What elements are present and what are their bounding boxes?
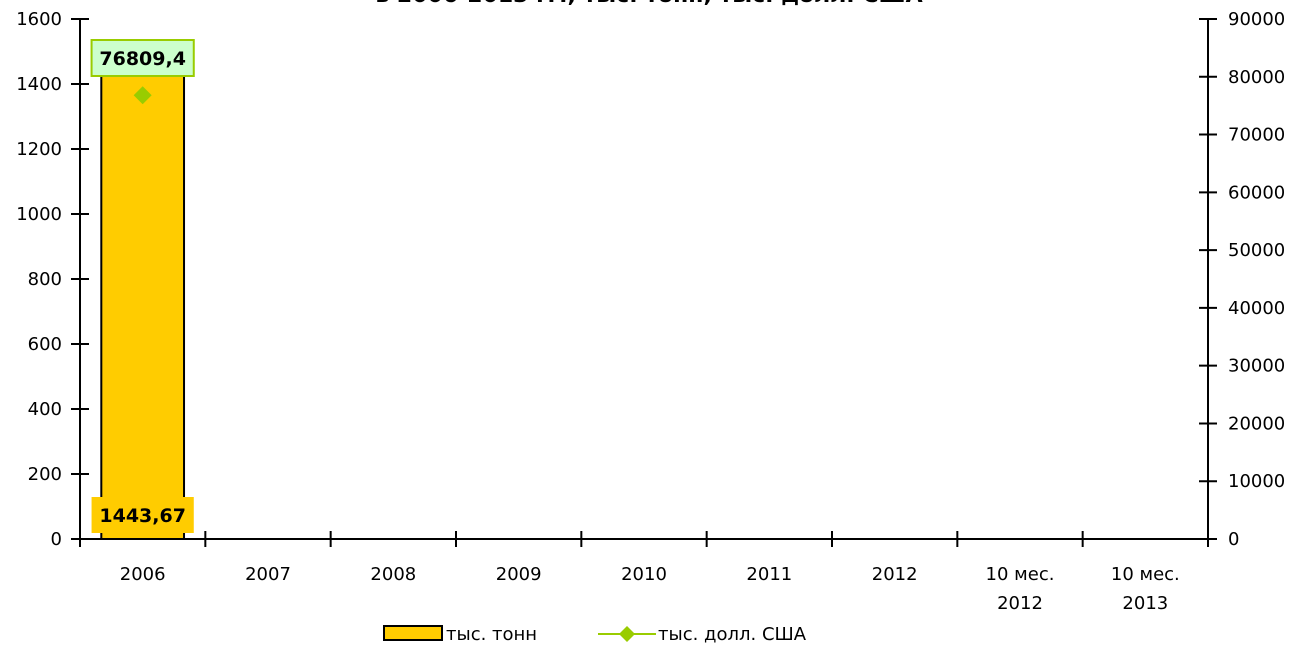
line-series — [133, 86, 152, 105]
legend-swatch-marker — [619, 626, 635, 642]
data-labels: 76809,4 1443,67 — [90, 39, 195, 533]
x-tick-label: 2010 — [621, 564, 667, 585]
bar-series — [100, 68, 186, 540]
left-tick-label: 0 — [51, 529, 62, 550]
left-tick-label: 200 — [28, 464, 62, 485]
legend-label-line: тыс. долл. США — [658, 624, 807, 645]
left-tick-label: 400 — [28, 399, 62, 420]
right-tick-label: 70000 — [1228, 125, 1285, 146]
left-tick-label: 1600 — [16, 9, 62, 30]
x-tick-label: 2007 — [245, 564, 291, 585]
legend-label-bar: тыс. тонн — [446, 624, 537, 645]
x-tick-label: 2013 — [1122, 593, 1168, 614]
bar-data-label-box — [91, 497, 194, 533]
legend-swatch-bar — [383, 625, 443, 641]
x-tick-label: 10 мес. — [1111, 564, 1180, 585]
left-tick-label: 1000 — [16, 204, 62, 225]
bar-data-label: 1443,67 — [99, 505, 186, 527]
right-tick-label: 10000 — [1228, 471, 1285, 492]
right-tick-label: 50000 — [1228, 240, 1285, 261]
left-tick-label: 1400 — [16, 74, 62, 95]
left-tick-label: 800 — [28, 269, 62, 290]
right-tick-label: 30000 — [1228, 356, 1285, 377]
line-point-marker — [133, 86, 152, 105]
x-tick-label: 2009 — [496, 564, 542, 585]
chart-title: в 2006-2013 гг., тыс. тонн, тыс. долл. С… — [375, 0, 922, 8]
axes: 0 200 400 600 800 1000 1200 1400 1600 0 10000 20000… — [16, 9, 1285, 614]
x-tick-label: 2008 — [370, 564, 416, 585]
right-tick-label: 40000 — [1228, 298, 1285, 319]
right-tick-label: 20000 — [1228, 413, 1285, 434]
left-tick-label: 600 — [28, 334, 62, 355]
right-tick-label: 80000 — [1228, 67, 1285, 88]
x-tick-label: 2011 — [746, 564, 792, 585]
right-tick-label: 0 — [1228, 529, 1239, 550]
x-tick-label: 2006 — [120, 564, 166, 585]
right-tick-label: 90000 — [1228, 9, 1285, 30]
x-tick-label: 2012 — [997, 593, 1043, 614]
x-tick-label: 10 мес. — [986, 564, 1055, 585]
line-data-label-box — [90, 39, 195, 77]
legend: тыс. тонн тыс. долл. США — [383, 624, 807, 645]
x-tick-label: 2012 — [872, 564, 918, 585]
left-tick-label: 1200 — [16, 139, 62, 160]
right-tick-label: 60000 — [1228, 182, 1285, 203]
line-data-label: 76809,4 — [99, 48, 186, 70]
bar — [100, 68, 186, 540]
